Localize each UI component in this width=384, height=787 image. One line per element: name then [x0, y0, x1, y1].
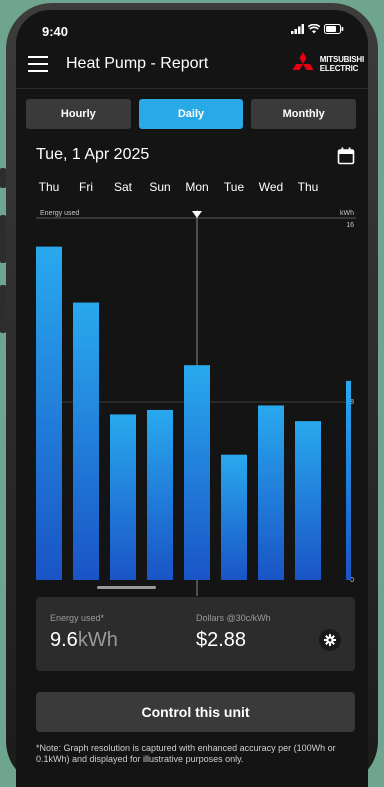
- phone-side-button: [0, 215, 6, 263]
- day-label[interactable]: Fri: [79, 180, 93, 194]
- energy-summary-card: Energy used* 9.6kWh Dollars @30c/kWh $2.…: [36, 597, 355, 671]
- chart-bar[interactable]: [346, 380, 351, 580]
- chart-bar[interactable]: [73, 302, 99, 580]
- chart-bar[interactable]: [221, 454, 247, 580]
- day-label[interactable]: Sat: [113, 180, 133, 194]
- chart-series-label: Energy used: [40, 210, 79, 217]
- tab-daily[interactable]: Daily: [138, 99, 244, 129]
- status-bar: 9:40: [16, 10, 368, 46]
- status-time: 9:40: [42, 24, 69, 39]
- energy-used-value: 9.6kWh: [50, 629, 118, 652]
- day-label[interactable]: Thu: [297, 180, 319, 194]
- chart-bar[interactable]: [258, 405, 284, 580]
- menu-icon[interactable]: [28, 56, 48, 72]
- energy-used-label: Energy used*: [50, 613, 105, 623]
- day-label[interactable]: Mon: [185, 180, 209, 194]
- chart-bar[interactable]: [147, 409, 173, 580]
- date-row: Tue, 1 Apr 2025: [16, 146, 368, 170]
- selected-date: Tue, 1 Apr 2025: [36, 146, 150, 163]
- energy-number: 9.6: [50, 629, 78, 651]
- brand-wordmark: MITSUBISHI ELECTRIC: [320, 55, 364, 73]
- brand-line-2: ELECTRIC: [319, 64, 359, 73]
- selection-marker[interactable]: [192, 211, 202, 218]
- period-tabs: Hourly Daily Monthly: [26, 99, 357, 129]
- mitsubishi-diamonds-icon: [292, 52, 314, 70]
- y-tick-label: 0: [350, 577, 354, 584]
- settings-button[interactable]: [319, 629, 341, 651]
- energy-bar-chart[interactable]: Energy used kWh 16 8 0: [16, 196, 368, 596]
- chart-bar[interactable]: [36, 246, 62, 581]
- brand-logo: MITSUBISHI ELECTRIC: [290, 52, 364, 76]
- day-label[interactable]: Thu: [38, 180, 60, 194]
- page-title: Heat Pump - Report: [66, 55, 209, 72]
- app-header: Heat Pump - Report MITSUBISHI ELECTRIC: [16, 48, 368, 88]
- chart-bar[interactable]: [110, 414, 136, 580]
- calendar-icon[interactable]: [337, 147, 355, 165]
- chart-bar[interactable]: [295, 421, 321, 580]
- tab-hourly[interactable]: Hourly: [26, 99, 131, 129]
- energy-unit: kWh: [77, 629, 118, 651]
- chart-unit-label: kWh: [340, 210, 354, 217]
- dollars-label: Dollars @30c/kWh: [196, 613, 271, 623]
- signal-icon: [291, 24, 304, 34]
- y-tick-label: 16: [346, 222, 354, 229]
- app-screen: 9:40 Heat Pump - Report: [16, 10, 368, 787]
- gear-icon: [324, 634, 336, 646]
- day-label[interactable]: Tue: [223, 180, 245, 194]
- footnote: *Note: Graph resolution is captured with…: [36, 743, 336, 764]
- header-divider: [16, 88, 368, 89]
- phone-side-button: [0, 285, 6, 333]
- day-label[interactable]: Wed: [258, 180, 284, 194]
- scroll-indicator: [97, 586, 156, 589]
- y-tick-label: 8: [350, 399, 354, 406]
- day-labels: Thu Fri Sat Sun Mon Tue Wed Thu: [16, 180, 368, 196]
- phone-side-button: [0, 168, 6, 188]
- brand-line-1: MITSUBISHI: [319, 55, 364, 64]
- day-label[interactable]: Sun: [149, 180, 171, 194]
- dollars-value: $2.88: [196, 629, 247, 651]
- status-icons: [291, 24, 344, 34]
- tab-monthly[interactable]: Monthly: [251, 99, 357, 129]
- control-unit-button[interactable]: Control this unit: [36, 692, 355, 732]
- wifi-icon: [308, 24, 320, 34]
- battery-icon: [324, 24, 344, 34]
- chart-bar[interactable]: [184, 365, 210, 580]
